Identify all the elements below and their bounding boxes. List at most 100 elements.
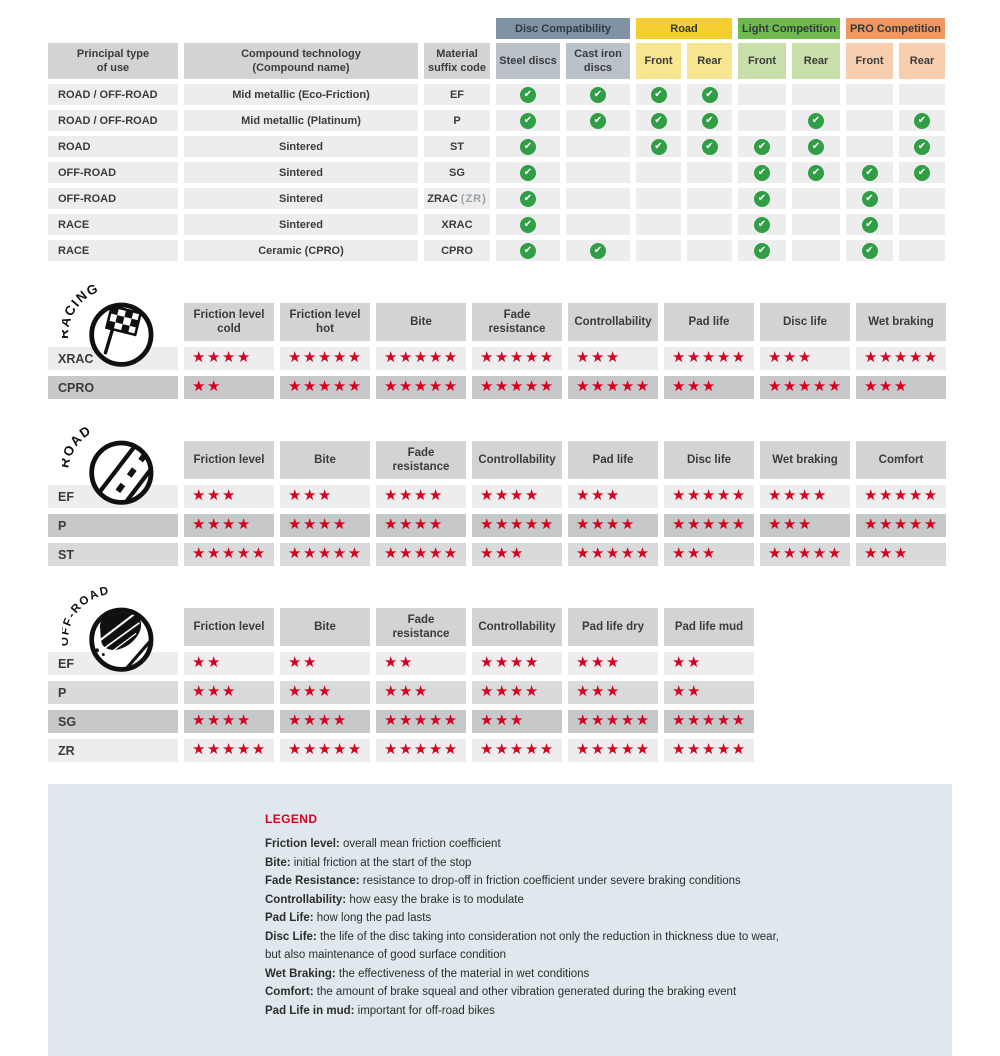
- use-cell: OFF-ROAD: [48, 162, 178, 183]
- star-rating: ★★★★: [376, 514, 466, 537]
- use-cell: ROAD / OFF-ROAD: [48, 84, 178, 105]
- check-icon: ✔: [754, 164, 770, 181]
- legend-term: Bite:: [265, 856, 294, 869]
- rating-header-row: Friction level Bite Fade resistance Control…: [48, 608, 952, 646]
- star-rating: ★★★★★: [760, 376, 850, 399]
- table-row: OFF-ROAD Sintered ZRAC (ZR) ✔ ✔ ✔: [48, 188, 952, 209]
- check-cell: [738, 84, 786, 105]
- use-cell: ROAD: [48, 136, 178, 157]
- tech-cell: Ceramic (CPRO): [184, 240, 418, 261]
- check-icon: ✔: [914, 112, 930, 129]
- rating-column-fade-resistance: Fade resistance: [376, 608, 466, 646]
- rating-column-fade-resistance: Fade resistance: [472, 303, 562, 341]
- table-row: ROAD / OFF-ROAD Mid metallic (Eco-Frictio…: [48, 84, 952, 105]
- check-cell: ✔: [738, 162, 786, 183]
- compound-label: SG: [48, 710, 178, 733]
- check-icon: ✔: [520, 190, 536, 207]
- code-text: ST: [449, 140, 465, 153]
- use-cell: ROAD / OFF-ROAD: [48, 110, 178, 131]
- star-rating: ★★★: [856, 543, 946, 566]
- table-row: ROAD Sintered ST ✔ ✔ ✔ ✔ ✔ ✔: [48, 136, 952, 157]
- check-cell: ✔: [899, 162, 945, 183]
- check-icon: ✔: [754, 216, 770, 233]
- star-rating: ★★★★★: [568, 739, 658, 762]
- star-rating: ★★★: [760, 347, 850, 370]
- legend-term: Comfort:: [265, 986, 317, 998]
- legend-term: Pad Life in mud:: [265, 1004, 358, 1017]
- rating-column-friction-level: Friction level: [184, 441, 274, 479]
- legend-desc: initial friction at the start of the sto…: [293, 856, 472, 869]
- star-rating: ★★★: [376, 681, 466, 704]
- table-row: OFF-ROAD Sintered SG ✔ ✔ ✔ ✔ ✔: [48, 162, 952, 183]
- tech-cell: Mid metallic (Eco-Friction): [184, 84, 418, 105]
- star-rating: ★★★★: [472, 652, 562, 675]
- check-cell: [899, 188, 945, 209]
- offroad-mud-icon: OFF-ROAD: [58, 578, 168, 676]
- legend-desc: important for off-road bikes: [357, 1004, 495, 1017]
- rating-column-pad-life: Pad life: [568, 441, 658, 479]
- legend-item: Bite: initial friction at the start of t…: [265, 854, 922, 873]
- check-cell: [846, 84, 893, 105]
- check-icon: ✔: [590, 86, 606, 103]
- check-cell: ✔: [496, 110, 560, 131]
- check-icon: ✔: [520, 112, 536, 129]
- rating-column-wet-braking: Wet braking: [856, 303, 946, 341]
- check-icon: ✔: [520, 138, 536, 155]
- rating-table-off-road: Friction level Bite Fade resistance Control…: [48, 608, 952, 762]
- column-header-pro-competition-rear: Rear: [899, 43, 945, 79]
- rating-row: XRAC ★★★★ ★★★★★ ★★★★★ ★★★★★ ★★★ ★★★★★ ★★★ ★★★★★: [48, 347, 952, 370]
- column-header-material-suffix-code: Material suffix code: [424, 43, 490, 79]
- check-cell: [846, 136, 893, 157]
- rating-row: CPRO ★★ ★★★★★ ★★★★★ ★★★★★ ★★★★★ ★★★ ★★★★★ ★★★: [48, 376, 952, 399]
- rating-row: P ★★★ ★★★ ★★★ ★★★★ ★★★ ★★: [48, 681, 952, 704]
- compound-label: P: [48, 514, 178, 537]
- rating-row: ZR ★★★★★ ★★★★★ ★★★★★ ★★★★★ ★★★★★ ★★★★★: [48, 739, 952, 762]
- legend-term: Pad Life:: [265, 912, 317, 924]
- column-header-road-rear: Rear: [687, 43, 732, 79]
- star-rating: ★★: [184, 376, 274, 399]
- tech-cell: Sintered: [184, 188, 418, 209]
- check-cell: ✔: [687, 84, 732, 105]
- rating-column-pad-life: Pad life: [664, 303, 754, 341]
- check-cell: [792, 84, 840, 105]
- column-header-pro-competition-front: Front: [846, 43, 893, 79]
- star-rating: ★★★★: [472, 681, 562, 704]
- check-icon: ✔: [520, 216, 536, 233]
- check-cell: ✔: [738, 136, 786, 157]
- check-icon: ✔: [520, 86, 536, 103]
- star-rating: ★★★★★: [376, 739, 466, 762]
- code-text: P: [453, 114, 461, 127]
- check-cell: ✔: [687, 136, 732, 157]
- legend-item: Wet Braking: the effectiveness of the ma…: [265, 965, 922, 984]
- rating-column-friction-level-cold: Friction level cold: [184, 303, 274, 341]
- legend-item: Disc Life: the life of the disc taking i…: [265, 928, 922, 947]
- legend-item: Fade Resistance: resistance to drop-off …: [265, 872, 922, 891]
- legend-term: Fade Resistance:: [265, 875, 363, 887]
- check-cell: ✔: [899, 110, 945, 131]
- rating-column-wet-braking: Wet braking: [760, 441, 850, 479]
- column-header-road-front: Front: [636, 43, 681, 79]
- check-icon: ✔: [650, 138, 667, 155]
- check-cell: ✔: [738, 214, 786, 235]
- check-cell: ✔: [792, 136, 840, 157]
- star-rating: ★★★★★: [856, 514, 946, 537]
- check-icon: ✔: [754, 138, 770, 155]
- rating-table-racing: Friction level cold Friction level hot Bit…: [48, 303, 952, 399]
- check-cell: [566, 214, 630, 235]
- check-cell: ✔: [496, 162, 560, 183]
- star-rating: ★★★: [664, 543, 754, 566]
- star-rating: ★★★: [184, 681, 274, 704]
- check-cell: [636, 240, 681, 261]
- check-cell: ✔: [496, 240, 560, 261]
- star-rating: ★★★: [568, 347, 658, 370]
- code-text: CPRO: [441, 244, 473, 257]
- star-rating: ★★: [280, 652, 370, 675]
- legend-desc: how easy the brake is to modulate: [349, 893, 524, 906]
- star-rating: ★★★★: [472, 485, 562, 508]
- star-rating: ★★★★★: [664, 514, 754, 537]
- rating-column-disc-life: Disc life: [664, 441, 754, 479]
- check-cell: ✔: [566, 84, 630, 105]
- legend-desc: resistance to drop-off in friction coeff…: [362, 875, 741, 887]
- rating-column-friction-level: Friction level: [184, 608, 274, 646]
